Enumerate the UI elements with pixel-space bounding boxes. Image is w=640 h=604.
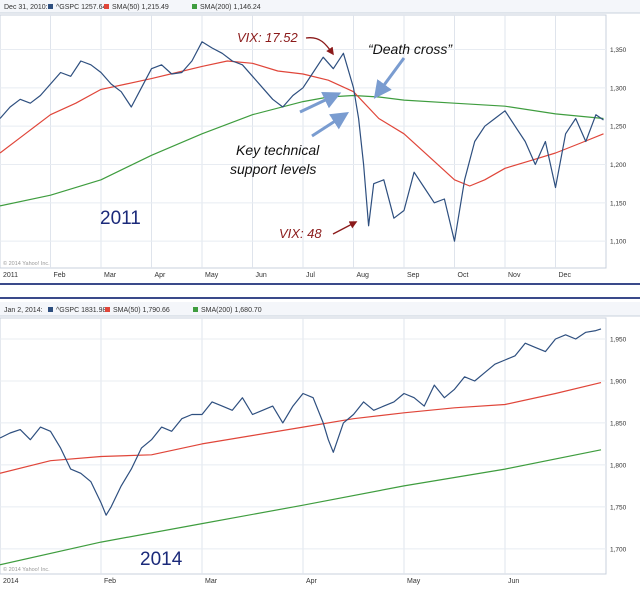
chart-2014: Jan 2, 2014: ^GSPC 1831.98 SMA(50) 1,790.6… [0,302,640,585]
header-date: Dec 31, 2010: [4,4,48,11]
x-tick-label-2: Mar [104,272,117,279]
chart-2011: Dec 31, 2010: ^GSPC 1257.64 SMA(50) 1,215.… [0,0,640,279]
x-tick-label-11: Dec [559,272,572,279]
x-tick-label-5: Jun [508,578,519,585]
x-tick-label-5: Jun [256,272,267,279]
arrow-death-cross [373,57,406,99]
copyright-text: © 2014 Yahoo! Inc. [3,260,50,267]
header-bar [0,0,640,13]
x-tick-label-3: Apr [155,272,167,279]
arrow-support-upper [299,92,342,114]
y-tick-label-1: 1,750 [610,504,627,511]
annotation-vix-48: VIX: 48 [279,226,322,241]
series-line-sma200 [0,449,602,566]
y-tick-label-2: 1,200 [610,162,627,169]
x-tick-label-0: 2011 [3,272,18,279]
header-series-2: SMA(200) 1,146.24 [200,4,261,11]
annotation-vix-17: VIX: 17.52 [237,30,298,45]
header-swatch-2 [192,4,197,9]
y-tick-label-4: 1,900 [610,378,627,385]
header-series-2: SMA(200) 1,680.70 [201,307,262,314]
arrow-vix-17 [305,37,334,56]
y-tick-label-1: 1,150 [610,200,627,207]
y-tick-label-2: 1,800 [610,462,627,469]
x-tick-label-8: Sep [407,272,420,279]
x-tick-label-2: Mar [205,578,218,585]
arrow-vix-48 [332,221,358,235]
x-tick-label-1: Feb [54,272,66,279]
header-swatch-1 [105,307,110,312]
header-swatch-0 [48,307,53,312]
x-tick-label-3: Apr [306,578,318,585]
header-swatch-0 [48,4,53,9]
y-tick-label-3: 1,250 [610,124,627,131]
x-tick-label-7: Aug [357,272,370,279]
y-tick-label-3: 1,850 [610,420,627,427]
y-tick-label-5: 1,350 [610,47,627,54]
annotation-key-technical: Key technical [236,142,320,158]
chart-2011-panel: Dec 31, 2010: ^GSPC 1257.64 SMA(50) 1,215.… [0,0,640,282]
x-tick-label-9: Oct [458,272,469,279]
header-series-0: ^GSPC 1257.64 [56,4,106,11]
series-line-gspc [0,328,602,516]
header-series-0: ^GSPC 1831.98 [56,307,106,314]
x-tick-label-1: Feb [104,578,116,585]
year-label: 2014 [140,549,183,570]
arrow-support-lower [311,112,350,138]
header-date: Jan 2, 2014: [4,307,43,314]
year-label: 2011 [100,208,141,229]
header-swatch-1 [104,4,109,9]
x-tick-label-4: May [407,578,421,585]
series-line-gspc [0,41,604,242]
y-tick-label-4: 1,300 [610,85,627,92]
y-tick-label-0: 1,100 [610,239,627,246]
header-series-1: SMA(50) 1,790.66 [113,307,170,314]
x-tick-label-10: Nov [508,272,521,279]
chart-2014-panel: Jan 2, 2014: ^GSPC 1831.98 SMA(50) 1,790.6… [0,302,640,599]
series-line-sma50 [0,60,604,187]
header-bar [0,302,640,316]
header-swatch-2 [193,307,198,312]
annotation-support-levels: support levels [230,161,316,177]
panel-divider [0,283,640,299]
copyright-text: © 2014 Yahoo! Inc. [3,566,50,573]
annotation-death-cross: “Death cross” [368,41,453,57]
y-tick-label-5: 1,950 [610,336,627,343]
header-series-1: SMA(50) 1,215.49 [112,4,169,11]
x-tick-label-6: Jul [306,272,315,279]
x-tick-label-0: 2014 [3,578,19,585]
x-tick-label-4: May [205,272,219,279]
y-tick-label-0: 1,700 [610,546,627,553]
series-line-sma50 [0,382,602,474]
